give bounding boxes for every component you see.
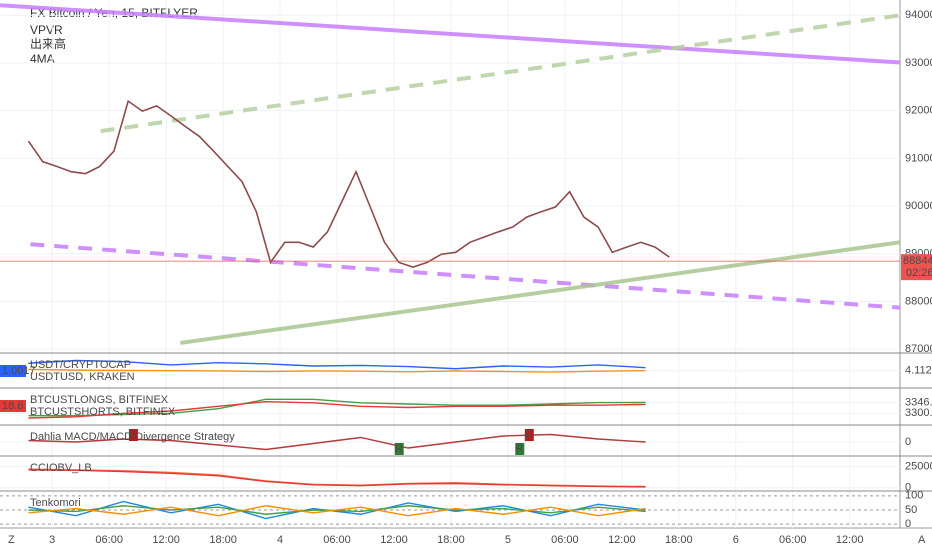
indicator-label: 出来高 [30,36,66,51]
y-tick-label: 0 [905,482,911,494]
trend-line [100,13,901,134]
signal-marker-label: R [129,429,137,441]
value-badge [0,365,26,377]
pane-label: BTCUSTLONGS, BITFINEX [30,394,169,406]
x-tick-label: 18:00 [209,534,237,546]
x-tick-label: 06:00 [779,534,807,546]
y-tick-label: 940000 [905,9,932,21]
y-tick-label: 0 [905,436,911,448]
x-tick-label: 4 [277,534,283,546]
last-price-time: 02:26 [906,267,932,279]
series-line [27,99,670,268]
y-tick-label: 870000 [905,343,932,355]
series-line [28,368,646,373]
y-tick-label: 3346.6 [905,396,932,408]
series-line [28,505,646,517]
y-tick-label: 0 [905,518,911,530]
indicator-label: VPVR [30,23,63,37]
x-tick-label: 12:00 [380,534,408,546]
last-price-badge [901,254,932,281]
x-tick-label: 06:00 [95,534,123,546]
indicator-label: 4MA [30,52,55,66]
x-tick-label: 3 [49,534,55,546]
y-tick-label: 50 [905,504,917,516]
value-badge [0,400,26,412]
y-tick-label: 100 [905,490,923,502]
signal-marker-label: R [515,443,523,455]
corner-label[interactable]: Z [8,534,15,546]
series-line [28,505,646,515]
y-tick-label: 930000 [905,57,932,69]
series-line [28,398,646,417]
y-tick-label: 910000 [905,152,932,164]
x-tick-label: 12:00 [608,534,636,546]
trend-line [0,3,901,65]
value-badge-label: 1.0017 [2,365,36,377]
signal-marker [515,443,525,455]
y-tick-label: 900000 [905,200,932,212]
y-tick-label: 25000 [905,460,932,472]
x-tick-label: 12:00 [152,534,180,546]
y-tick-label: 890000 [905,248,932,260]
x-tick-label: 18:00 [437,534,465,546]
value-badge-label: 18.6 [2,400,23,412]
pane-label: USDTUSD, KRAKEN [30,371,135,383]
x-tick-label: 06:00 [551,534,579,546]
signal-marker [394,443,404,455]
x-tick-label: 18:00 [665,534,693,546]
y-tick-label: 4.1128 [905,365,932,377]
signal-marker-label: R [525,429,533,441]
signal-marker-label: R [395,443,403,455]
x-tick-label: 5 [505,534,511,546]
last-price-label: 888448 [903,255,932,267]
signal-marker [128,429,138,441]
x-tick-label: 06:00 [323,534,351,546]
series-line [28,359,646,370]
signal-marker [524,429,534,441]
x-tick-label: 6 [733,534,739,546]
series-line [28,400,646,419]
trend-line [180,240,901,345]
x-tick-label: 12:00 [836,534,864,546]
series-line [28,469,646,488]
series-line [28,500,646,520]
y-tick-label: 880000 [905,295,932,307]
pane-label: USDT/CRYPTOCAP [30,359,131,371]
y-tick-label: 3300.0 [905,407,932,419]
pane-label: CCIOBV_LB [30,462,92,474]
trend-line [30,242,901,310]
pane-label: Tenkomori [30,497,81,509]
pane-label: BTCUSTSHORTS, BITFINEX [30,406,176,418]
corner-label[interactable]: A [918,534,926,546]
y-tick-label: 920000 [905,105,932,117]
